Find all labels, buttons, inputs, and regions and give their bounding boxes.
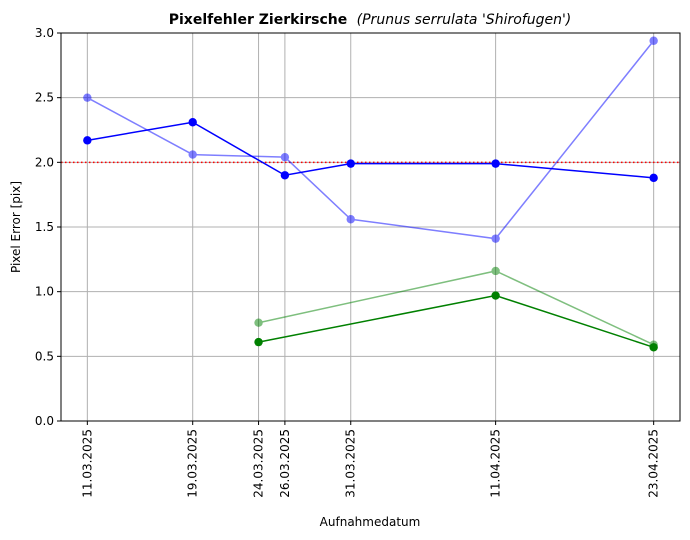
series-group (83, 36, 658, 352)
data-point (83, 93, 92, 102)
data-point (649, 340, 658, 349)
data-point (188, 150, 197, 159)
y-tick-label: 1.0 (35, 285, 54, 299)
chart-title-species: (Prunus serrulata 'Shirofugen') (357, 12, 572, 28)
y-tick-label: 2.0 (35, 155, 54, 169)
data-point (280, 152, 290, 162)
x-tick-label: 31.03.2025 (344, 429, 358, 498)
y-axis: 0.0 0.5 1.0 1.5 2.0 2.5 3.0 (35, 26, 61, 428)
series-line (258, 270, 654, 346)
chart-title-main: Pixelfehler Zierkirsche (169, 12, 347, 28)
data-point (280, 171, 290, 180)
data-point (649, 173, 658, 183)
data-point (254, 337, 263, 347)
y-axis-label: Pixel Error [pix] (9, 181, 23, 273)
series-line (258, 294, 654, 348)
x-axis: 11.03.2025 19.03.2025 24.03.2025 26.03.2025… (80, 421, 661, 498)
data-point (83, 136, 92, 145)
data-point (346, 215, 355, 224)
series-3 (254, 291, 658, 352)
series-4 (254, 266, 658, 349)
x-tick-label: 23.04.2025 (647, 429, 661, 498)
y-tick-label: 1.5 (35, 220, 54, 234)
x-tick-label: 11.04.2025 (489, 429, 503, 498)
x-tick-label: 19.03.2025 (186, 429, 200, 498)
data-point (491, 291, 500, 300)
x-tick-label: 26.03.2025 (278, 429, 292, 498)
data-point (491, 234, 500, 243)
x-tick-label: 24.03.2025 (252, 429, 266, 498)
series-2 (83, 36, 658, 243)
data-point (491, 159, 500, 168)
data-point (254, 318, 263, 327)
chart-title: Pixelfehler Zierkirsche (Prunus serrulat… (169, 12, 572, 28)
x-tick-label: 11.03.2025 (80, 429, 94, 498)
grid (61, 32, 680, 422)
y-tick-label: 3.0 (35, 26, 54, 40)
y-tick-label: 2.5 (35, 91, 54, 105)
y-tick-label: 0.5 (35, 349, 54, 363)
data-point (188, 118, 197, 127)
y-tick-label: 0.0 (35, 414, 54, 428)
data-point (346, 159, 355, 168)
series-1 (83, 118, 658, 183)
data-point (491, 266, 500, 276)
series-line (86, 40, 655, 240)
data-point (649, 36, 658, 45)
series-line (87, 121, 654, 179)
x-axis-label: Aufnahmedatum (320, 515, 421, 529)
